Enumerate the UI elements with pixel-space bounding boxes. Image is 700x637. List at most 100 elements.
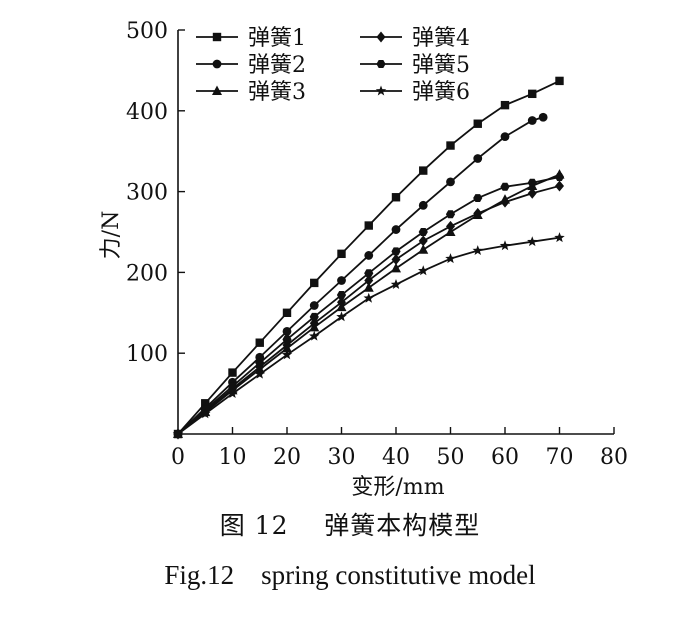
series-1 (173, 76, 564, 439)
data-point (391, 193, 401, 202)
legend-marker (212, 32, 222, 42)
legend-item: 弹簧1 (196, 26, 306, 51)
data-point (337, 296, 346, 308)
x-tick-label: 50 (437, 445, 465, 470)
data-point (527, 116, 537, 125)
legend-marker (212, 85, 222, 95)
data-point (418, 200, 428, 210)
data-point (418, 235, 428, 247)
data-point (310, 278, 319, 288)
force-deformation-chart: 0 10 20 30 40 50 60 70 80 100 200 300 400 500 变形/mm 力… (99, 19, 628, 500)
figure-caption-english: Fig.12 spring constitutive model (0, 560, 700, 591)
data-point (364, 221, 373, 230)
data-point (446, 220, 455, 232)
data-point (363, 282, 374, 292)
data-point (391, 225, 401, 234)
caption-en-text: Fig.12 spring constitutive model (164, 560, 536, 590)
legend-label: 弹簧2 (248, 53, 306, 78)
data-point (419, 166, 428, 175)
data-point (528, 89, 537, 99)
data-point (473, 194, 483, 203)
data-point (254, 368, 265, 379)
data-point (391, 253, 401, 265)
x-tick-label: 10 (219, 445, 247, 470)
y-tick-label: 100 (126, 342, 168, 367)
data-point (538, 112, 548, 122)
legend-marker (376, 31, 386, 43)
data-point (228, 368, 237, 377)
data-point (336, 291, 347, 300)
y-tick-label: 500 (126, 19, 168, 44)
data-point (309, 301, 319, 310)
series-5 (173, 173, 565, 438)
series-line (177, 236, 560, 435)
data-point (281, 349, 293, 360)
data-point (227, 382, 238, 391)
data-point (363, 292, 374, 303)
data-point (499, 240, 511, 251)
data-point (473, 207, 483, 219)
data-point (527, 187, 537, 199)
y-tick-label: 400 (126, 100, 168, 125)
legend-item: 弹簧6 (360, 80, 470, 105)
data-point (201, 399, 210, 408)
legend-label: 弹簧1 (248, 26, 306, 51)
data-point (255, 338, 264, 347)
series-4 (173, 180, 564, 440)
data-point (555, 180, 564, 192)
data-point (391, 262, 401, 273)
caption-cn-text: 图 12 弹簧本构模型 (219, 511, 481, 540)
data-point (472, 245, 483, 256)
data-point (391, 247, 401, 256)
data-point (527, 178, 537, 187)
x-tick-label: 20 (273, 445, 301, 470)
data-point (309, 312, 319, 321)
data-point (336, 311, 347, 322)
data-point (282, 335, 292, 344)
x-tick-label: 60 (491, 445, 519, 470)
legend-item: 弹簧2 (196, 53, 306, 78)
data-point (446, 141, 455, 150)
data-point (418, 265, 429, 276)
x-tick-label: 30 (328, 445, 356, 470)
data-point (364, 251, 374, 260)
data-point (418, 228, 428, 236)
data-point (446, 177, 455, 187)
data-point (473, 154, 483, 163)
y-tick-label: 300 (126, 181, 168, 206)
x-tick-label: 0 (171, 445, 185, 470)
data-point (255, 358, 265, 367)
legend-label: 弹簧5 (412, 53, 470, 78)
data-point (500, 182, 510, 191)
x-tick-label: 80 (600, 445, 628, 470)
x-tick-label: 70 (546, 445, 574, 470)
data-point (555, 76, 564, 86)
data-point (309, 330, 320, 341)
data-point (473, 119, 482, 128)
y-axis-label: 力/N (99, 211, 124, 260)
tick-labels: 0 10 20 30 40 50 60 70 80 100 200 300 400 500 (126, 19, 628, 470)
legend-label: 弹簧4 (412, 26, 470, 51)
data-point (445, 253, 456, 264)
legend-marker (376, 60, 386, 68)
data-point (282, 326, 292, 336)
legend-item: 弹簧5 (360, 53, 470, 78)
data-point (554, 173, 565, 182)
data-point (172, 428, 184, 439)
data-point (527, 236, 538, 247)
data-point (500, 100, 510, 110)
data-point (364, 274, 374, 286)
data-point (390, 279, 402, 289)
series-line (177, 173, 560, 435)
legend-marker (212, 59, 222, 69)
data-point (337, 276, 346, 285)
series-3 (173, 169, 565, 438)
series-6 (172, 232, 565, 439)
legend-item: 弹簧4 (360, 26, 470, 51)
x-axis-label: 变形/mm (351, 475, 444, 500)
data-point (500, 132, 510, 142)
data-point (227, 388, 238, 399)
data-point (364, 269, 374, 278)
series-line (177, 176, 560, 435)
